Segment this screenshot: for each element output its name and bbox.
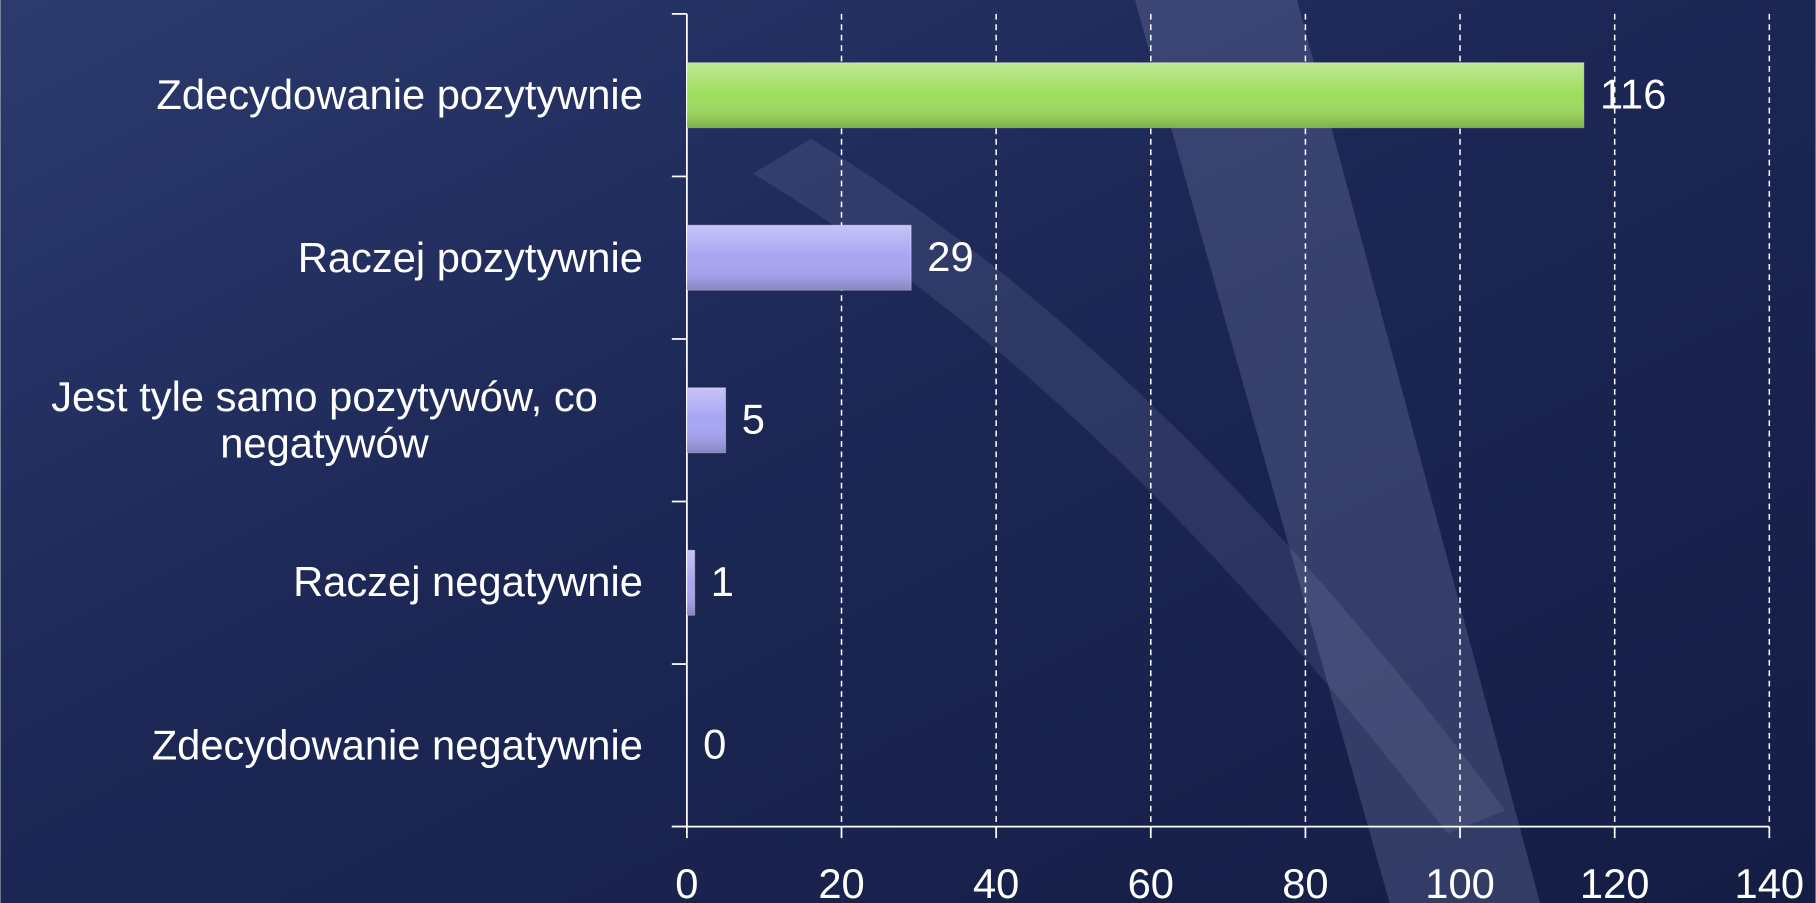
bar-sheen	[686, 225, 912, 291]
category-label-wrap: Raczej negatywnie	[6, 501, 643, 664]
category-label-box: Zdecydowanie negatywnie	[6, 664, 643, 827]
background-streak	[752, 138, 1506, 834]
x-tick-label: 120	[1580, 860, 1650, 903]
category-label-box: Zdecydowanie pozytywnie	[6, 14, 643, 177]
x-tick-label: 140	[1735, 860, 1805, 903]
category-label-wrap: Raczej pozytywnie	[6, 176, 643, 339]
bar-sheen	[686, 550, 695, 616]
category-label-wrap: Zdecydowanie pozytywnie	[6, 14, 643, 177]
category-label-box: Jest tyle samo pozytywów, co negatywów	[6, 339, 643, 502]
x-tick-label: 40	[973, 860, 1019, 903]
background-streak	[1134, 0, 1541, 903]
y-tick-label: Jest tyle samo pozytywów, co negatywów	[51, 372, 598, 467]
y-tick-label: Raczej pozytywnie	[297, 233, 643, 281]
bar-sheen	[686, 387, 726, 453]
value-label: 116	[1600, 70, 1666, 117]
x-tick-label: 100	[1425, 860, 1495, 903]
value-label: 5	[742, 396, 765, 443]
x-tick-label: 60	[1128, 860, 1174, 903]
x-tick-label: 20	[818, 860, 864, 903]
y-tick-label: Zdecydowanie negatywnie	[151, 720, 643, 769]
category-label-box: Raczej negatywnie	[6, 501, 643, 664]
category-label-wrap: Jest tyle samo pozytywów, co negatywów	[6, 339, 643, 502]
value-label: 29	[927, 233, 973, 280]
category-label-wrap: Zdecydowanie negatywnie	[6, 664, 643, 827]
value-label: 1	[711, 558, 734, 605]
value-label: 0	[703, 721, 726, 768]
x-tick-label: 0	[675, 860, 698, 903]
x-tick-label: 80	[1282, 860, 1328, 903]
y-tick-label: Zdecydowanie pozytywnie	[156, 70, 643, 119]
y-tick-label: Raczej negatywnie	[293, 558, 643, 606]
category-label-box: Raczej pozytywnie	[6, 176, 643, 339]
bar-sheen	[686, 62, 1584, 128]
